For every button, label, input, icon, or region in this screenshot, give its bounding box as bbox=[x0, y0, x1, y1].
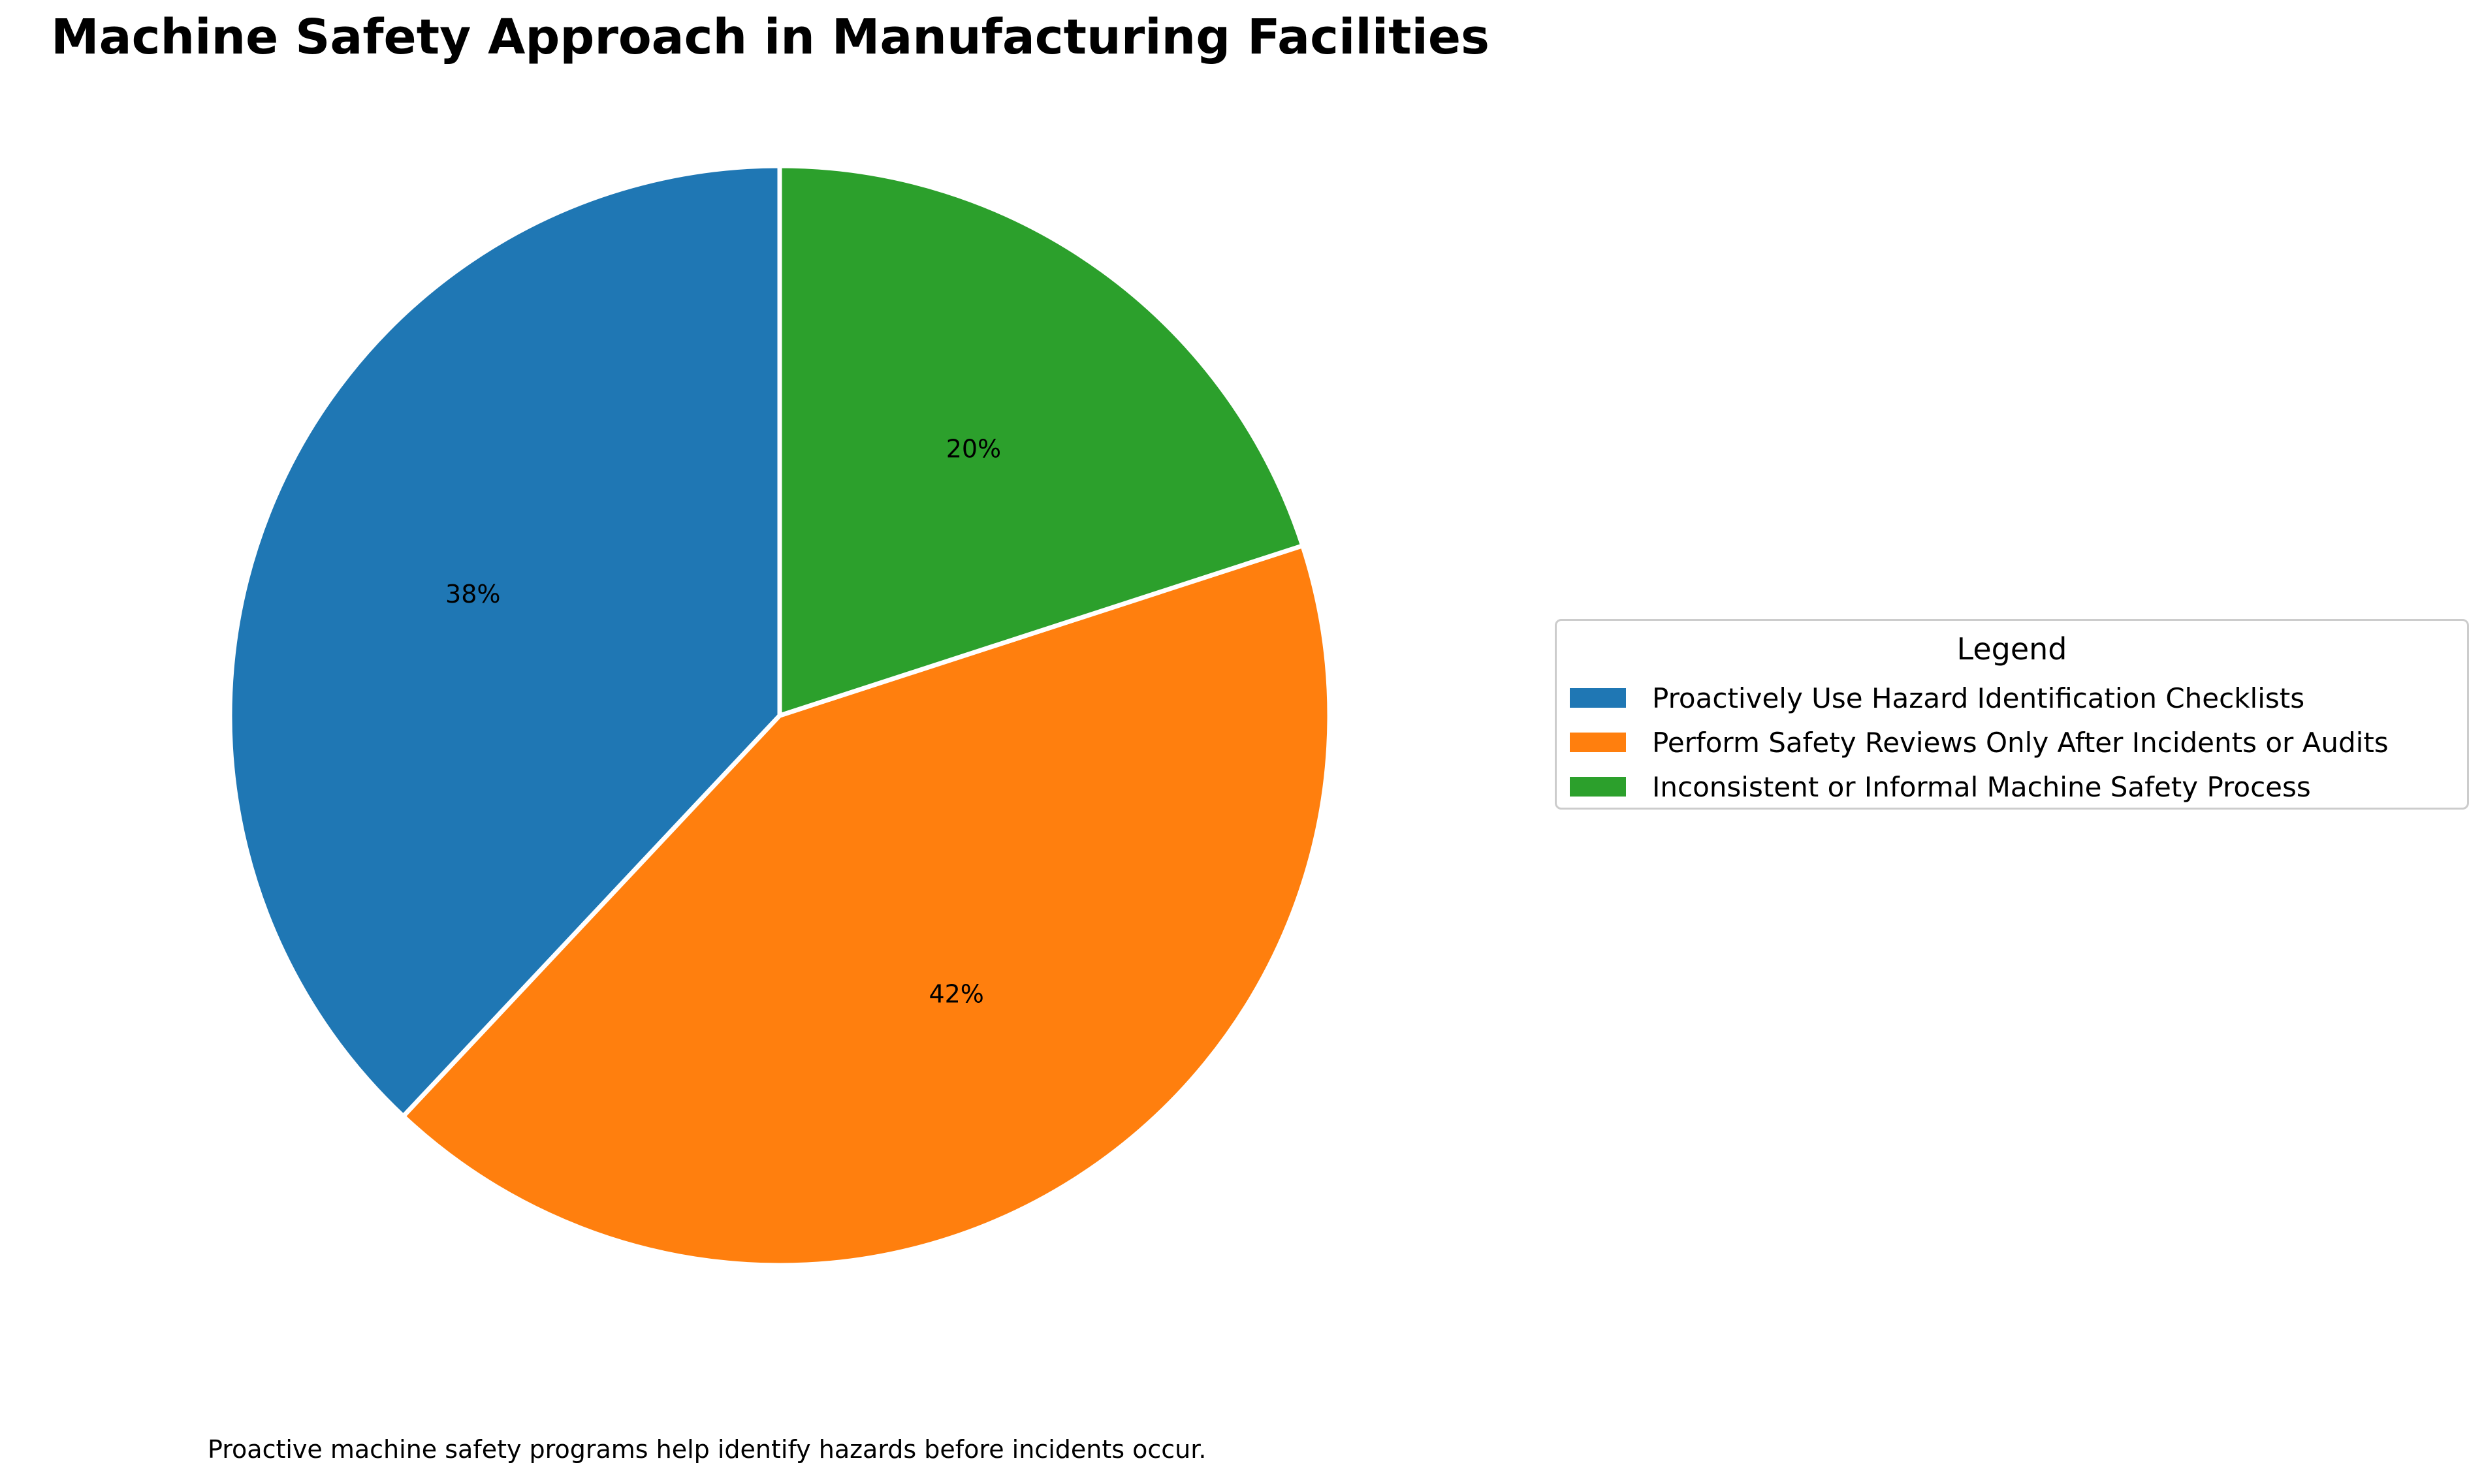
slice-percent-label: 20% bbox=[946, 434, 1001, 463]
legend-label: Proactively Use Hazard Identification Ch… bbox=[1652, 682, 2305, 714]
legend-label: Inconsistent or Informal Machine Safety … bbox=[1652, 770, 2311, 803]
legend-title: Legend bbox=[1956, 631, 2067, 667]
legend-item: Proactively Use Hazard Identification Ch… bbox=[1570, 680, 2304, 716]
slice-percent-label: 42% bbox=[929, 980, 983, 1009]
legend-swatch bbox=[1570, 733, 1626, 752]
legend: Legend Proactively Use Hazard Identifica… bbox=[1555, 619, 2469, 810]
pie-slice-labels: 38% 42% 20% bbox=[445, 434, 1001, 1008]
pie-slice bbox=[777, 163, 1305, 718]
pie-slices bbox=[227, 163, 1332, 1268]
legend-item: Perform Safety Reviews Only After Incide… bbox=[1570, 724, 2389, 761]
legend-swatch bbox=[1570, 688, 1626, 708]
pie-slice bbox=[401, 543, 1332, 1268]
chart-title: Machine Safety Approach in Manufacturing… bbox=[51, 9, 1490, 65]
slice-percent-label: 38% bbox=[445, 580, 500, 608]
legend-label: Perform Safety Reviews Only After Incide… bbox=[1652, 726, 2389, 759]
pie-slice bbox=[227, 163, 782, 1119]
footnote: Proactive machine safety programs help i… bbox=[208, 1435, 1207, 1464]
legend-swatch bbox=[1570, 777, 1626, 797]
legend-item: Inconsistent or Informal Machine Safety … bbox=[1570, 768, 2311, 805]
